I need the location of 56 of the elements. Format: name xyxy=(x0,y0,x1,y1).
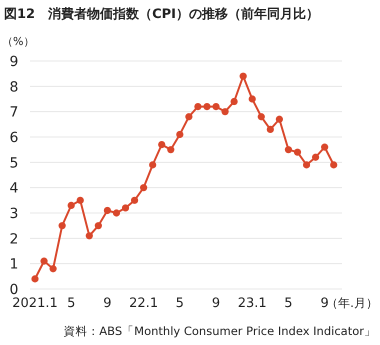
y-tick-label: 1 xyxy=(10,256,18,273)
chart-title: 図12 消費者物価指数（CPI）の推移（前年同月比） xyxy=(4,7,319,22)
point xyxy=(266,126,274,133)
point xyxy=(40,258,48,265)
x-tick-label: 22.1 xyxy=(129,296,158,311)
y-tick-label: 9 xyxy=(10,54,18,70)
x-tick-label: 9 xyxy=(320,296,329,311)
point xyxy=(176,130,184,138)
point xyxy=(212,103,220,110)
point xyxy=(302,161,310,168)
point xyxy=(112,209,120,217)
y-tick-label: 4 xyxy=(10,180,19,197)
point xyxy=(194,103,202,110)
point xyxy=(276,116,283,123)
point xyxy=(167,146,174,154)
y-tick-label: 2 xyxy=(10,231,18,248)
x-tick-label: 5 xyxy=(284,296,293,311)
point xyxy=(122,204,130,212)
point xyxy=(140,184,148,192)
point xyxy=(258,113,265,120)
x-tick-label: 9 xyxy=(212,296,220,311)
point xyxy=(86,232,93,240)
point xyxy=(130,196,138,204)
point xyxy=(248,95,256,103)
y-tick-label: 5 xyxy=(10,155,18,172)
point xyxy=(185,113,192,120)
y-tick-label: 3 xyxy=(10,206,18,222)
point xyxy=(58,222,66,230)
y-tick-label: 8 xyxy=(10,79,18,96)
x-tick-label: 23.1 xyxy=(238,296,267,311)
point xyxy=(31,275,39,282)
point xyxy=(330,161,338,168)
point xyxy=(94,222,102,230)
point xyxy=(321,144,328,151)
point xyxy=(104,206,112,214)
point xyxy=(76,196,84,204)
point xyxy=(158,141,166,148)
y-tick-label: 0 xyxy=(10,282,18,298)
point xyxy=(240,72,247,80)
x-tick-label: 5 xyxy=(67,296,76,311)
point xyxy=(50,265,57,272)
y-tick-label: 7 xyxy=(10,104,18,121)
text: 資料：ABS「Monthly Consumer Price Index Indicator」 xyxy=(63,324,376,338)
point xyxy=(221,108,229,116)
point xyxy=(68,202,75,209)
point xyxy=(149,161,156,168)
y-tick-label: 6 xyxy=(10,130,19,146)
point xyxy=(294,148,302,156)
point xyxy=(203,103,211,110)
x-tick-label: 9 xyxy=(103,296,112,311)
x-tick-label: 5 xyxy=(176,296,184,311)
y-axis-title: （%） xyxy=(2,35,34,48)
x-tick-label: 2021.1 xyxy=(12,296,58,311)
point xyxy=(312,154,320,161)
point xyxy=(230,98,238,106)
point xyxy=(284,146,292,154)
